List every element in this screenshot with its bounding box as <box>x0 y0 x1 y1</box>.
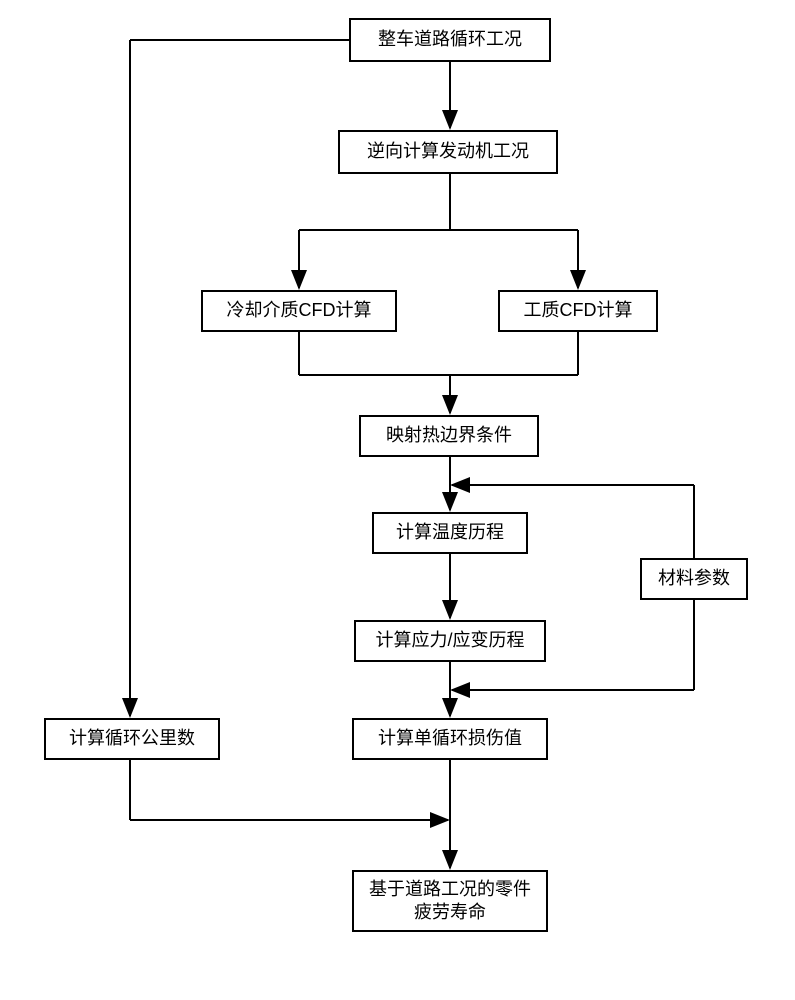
node-temperature: 计算温度历程 <box>372 512 528 554</box>
node-stress-strain: 计算应力/应变历程 <box>354 620 546 662</box>
node-road-cycle: 整车道路循环工况 <box>349 18 551 62</box>
node-reverse-engine: 逆向计算发动机工况 <box>338 130 558 174</box>
node-thermal-boundary: 映射热边界条件 <box>359 415 539 457</box>
node-cycle-km: 计算循环公里数 <box>44 718 220 760</box>
node-cooling-cfd: 冷却介质CFD计算 <box>201 290 397 332</box>
node-working-cfd: 工质CFD计算 <box>498 290 658 332</box>
node-fatigue-life: 基于道路工况的零件疲劳寿命 <box>352 870 548 932</box>
node-material-params: 材料参数 <box>640 558 748 600</box>
node-damage-value: 计算单循环损伤值 <box>352 718 548 760</box>
